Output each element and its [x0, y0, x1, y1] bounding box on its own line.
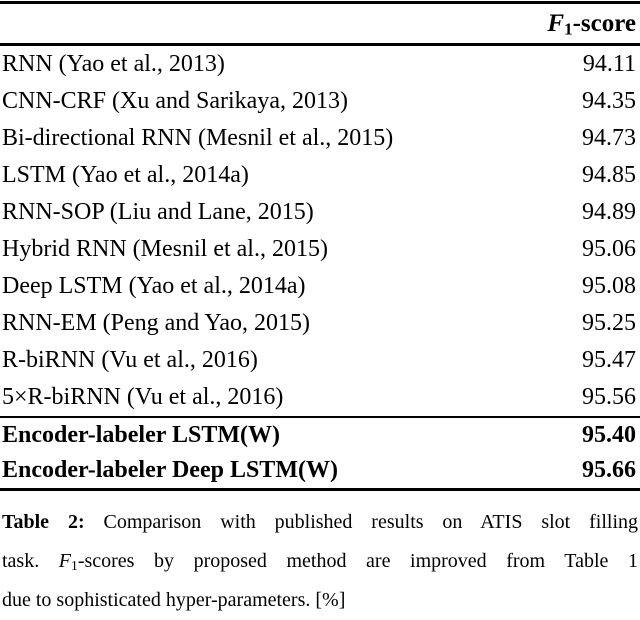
caption-text: -scores by proposed method are improved … — [77, 550, 639, 572]
method-name: R-biRNN (Vu et al., 2016) — [2, 347, 258, 373]
score-value: 95.47 — [582, 347, 636, 373]
caption-line-3: due to sophisticated hyper-parameters. [… — [2, 581, 638, 620]
table-row: RNN (Yao et al., 2013) 94.11 — [0, 46, 640, 83]
f1-score-column-header: F1-score — [547, 5, 636, 42]
caption-line-1: Table 2: Comparison with published resul… — [2, 503, 638, 542]
table-row: Deep LSTM (Yao et al., 2014a) 95.08 — [0, 268, 640, 305]
table-bottom-rule — [0, 488, 640, 491]
table-header-row: F1-score — [0, 4, 640, 43]
table-row: Hybrid RNN (Mesnil et al., 2015) 95.06 — [0, 231, 640, 268]
table-row: LSTM (Yao et al., 2014a) 94.85 — [0, 157, 640, 194]
method-name: LSTM (Yao et al., 2014a) — [2, 162, 249, 188]
f1-symbol: F — [58, 550, 72, 572]
method-name: Encoder-labeler LSTM(W) — [2, 422, 280, 448]
header-bottom-rule — [0, 43, 640, 46]
score-value: 95.66 — [582, 457, 636, 483]
method-name: RNN-SOP (Liu and Lane, 2015) — [2, 199, 314, 225]
score-value: 95.40 — [582, 422, 636, 448]
caption-text: due to sophisticated hyper-parameters. [… — [2, 589, 346, 611]
caption-line-2: task. F1-scores by proposed method are i… — [2, 542, 638, 581]
table-row: CNN-CRF (Xu and Sarikaya, 2013) 94.35 — [0, 83, 640, 120]
score-value: 95.25 — [582, 310, 636, 336]
f1-subscript: 1 — [564, 19, 573, 39]
score-value: 95.06 — [582, 236, 636, 262]
caption-text: task. — [2, 550, 40, 572]
table-row: 5×R-biRNN (Vu et al., 2016) 95.56 — [0, 379, 640, 416]
table-row: RNN-SOP (Liu and Lane, 2015) 94.89 — [0, 194, 640, 231]
caption-f1-phrase: F1 — [59, 550, 78, 572]
f1-subscript: 1 — [71, 557, 78, 573]
method-name: Deep LSTM (Yao et al., 2014a) — [2, 273, 306, 299]
score-label: -score — [572, 10, 636, 37]
method-name: Bi-directional RNN (Mesnil et al., 2015) — [2, 125, 394, 151]
caption-text: Comparison with published results on ATI… — [103, 511, 639, 533]
caption-label: Table 2: — [2, 511, 85, 533]
method-name: Hybrid RNN (Mesnil et al., 2015) — [2, 236, 328, 262]
score-value: 94.85 — [582, 162, 636, 188]
f1-symbol: F — [547, 10, 565, 37]
table-row-proposed: Encoder-labeler Deep LSTM(W) 95.66 — [0, 453, 640, 488]
method-name: CNN-CRF (Xu and Sarikaya, 2013) — [2, 88, 348, 114]
table-top-rule — [0, 1, 640, 4]
method-name: RNN-EM (Peng and Yao, 2015) — [2, 310, 310, 336]
proposed-section-rule — [0, 416, 640, 418]
table-row: R-biRNN (Vu et al., 2016) 95.47 — [0, 342, 640, 379]
score-value: 94.11 — [582, 51, 636, 77]
table-row-proposed: Encoder-labeler LSTM(W) 95.40 — [0, 418, 640, 453]
table-row: RNN-EM (Peng and Yao, 2015) 95.25 — [0, 305, 640, 342]
score-value: 95.56 — [582, 384, 636, 410]
method-name: 5×R-biRNN (Vu et al., 2016) — [2, 384, 284, 410]
score-value: 94.73 — [582, 125, 636, 151]
method-name: Encoder-labeler Deep LSTM(W) — [2, 457, 338, 483]
score-value: 94.35 — [582, 88, 636, 114]
table-caption: Table 2: Comparison with published resul… — [0, 503, 640, 620]
score-value: 94.89 — [582, 199, 636, 225]
score-value: 95.08 — [582, 273, 636, 299]
table-row: Bi-directional RNN (Mesnil et al., 2015)… — [0, 120, 640, 157]
method-name: RNN (Yao et al., 2013) — [2, 51, 225, 77]
